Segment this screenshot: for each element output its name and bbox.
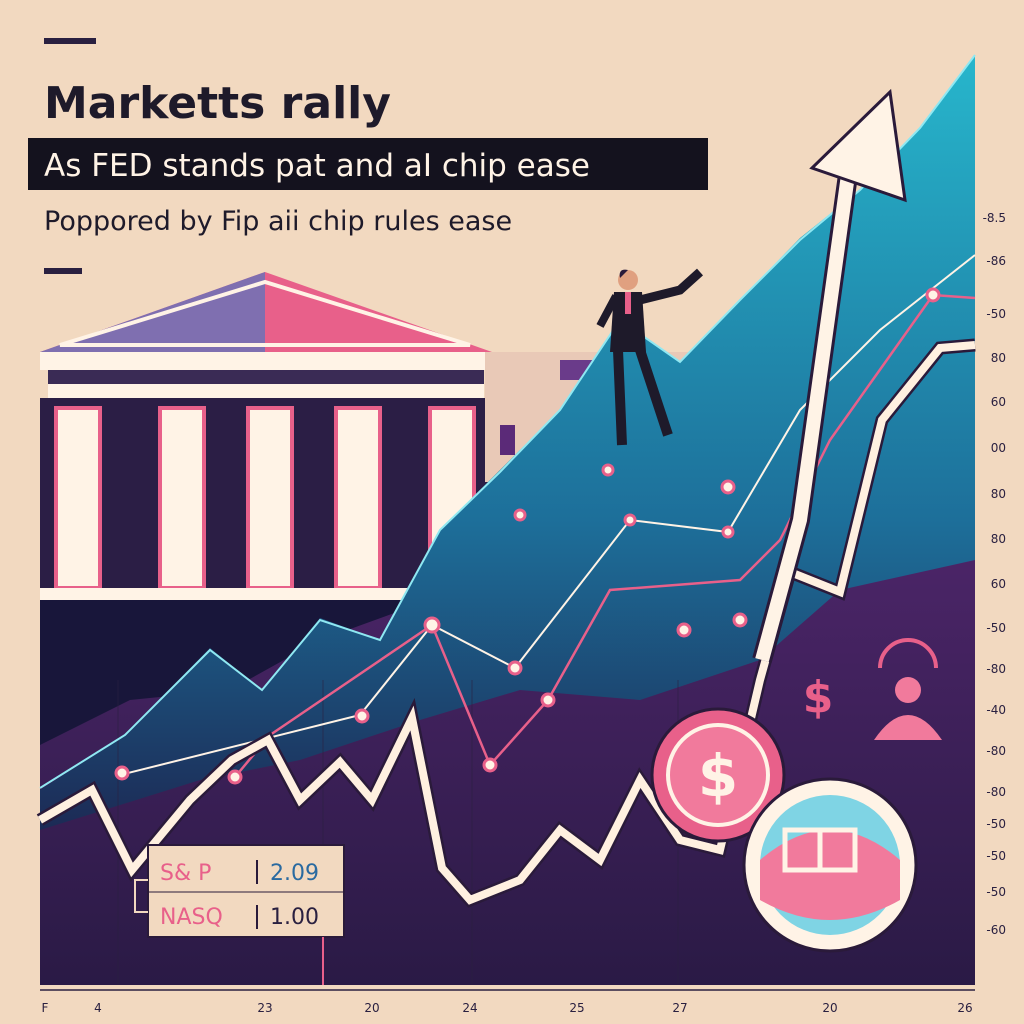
- right-axis-label: -60: [986, 923, 1006, 937]
- bottom-axis-label: 23: [257, 1001, 272, 1015]
- right-axis-label: -50: [986, 849, 1006, 863]
- right-axis-label: -8.5: [983, 211, 1006, 225]
- kicker-bar: [44, 268, 82, 274]
- bottom-axis-label: 20: [822, 1001, 837, 1015]
- right-axis-label: -86: [986, 254, 1006, 268]
- right-axis-label: 80: [991, 487, 1006, 501]
- trend-arrow: [752, 88, 907, 663]
- subtitle: As FED stands pat and aI chip ease: [44, 148, 590, 184]
- coin-symbol: $: [698, 742, 738, 810]
- globe: [742, 777, 918, 953]
- right-axis-label: 60: [991, 577, 1006, 591]
- right-axis-label: -40: [986, 703, 1006, 717]
- bottom-axis-label: 26: [957, 1001, 972, 1015]
- pink-points: [114, 287, 941, 785]
- right-axis-label: -50: [986, 307, 1006, 321]
- ticker-value: 2.09: [270, 861, 319, 886]
- right-axis-label: -80: [986, 744, 1006, 758]
- ticker-box: [134, 844, 345, 985]
- right-axis-label: 80: [991, 532, 1006, 546]
- ticker-name: NASQ: [160, 905, 223, 930]
- right-axis-label: 80: [991, 351, 1006, 365]
- bottom-axis-label: 27: [672, 1001, 687, 1015]
- kicker-bar: [44, 38, 96, 44]
- right-axis-label: -50: [986, 621, 1006, 635]
- bottom-axis-label: 20: [364, 1001, 379, 1015]
- tagline: Poppored by Fip aii chip rules ease: [44, 206, 512, 237]
- right-axis-label: -80: [986, 662, 1006, 676]
- teal-line: [39, 54, 976, 789]
- bottom-axis-label: 4: [94, 1001, 102, 1015]
- right-axis-label: -80: [986, 785, 1006, 799]
- headline: Marketts rally: [44, 78, 391, 129]
- subtitle-band: [28, 138, 708, 190]
- bottom-axis-label: F: [42, 1001, 49, 1015]
- right-axis-label: -50: [986, 817, 1006, 831]
- ticker-value: 1.00: [270, 905, 319, 930]
- dollar-icon: $: [803, 672, 834, 723]
- right-axis-label: 60: [991, 395, 1006, 409]
- axis-labels: -8.5 -86 -50 80 60 00 80 80 60 -50 -80 -40 -80 -80 -50…: [42, 211, 1006, 1015]
- right-axis-label: 00: [991, 441, 1006, 455]
- teal-area: [40, 55, 975, 830]
- bottom-axis-label: 25: [569, 1001, 584, 1015]
- coin: [650, 707, 786, 843]
- person-icon: [874, 638, 942, 740]
- zigzag-line: [38, 341, 976, 905]
- pink-line: [234, 293, 976, 778]
- ticker-name: S& P: [160, 861, 211, 886]
- businessman: [596, 268, 704, 446]
- right-axis-label: -50: [986, 885, 1006, 899]
- bottom-axis-label: 24: [462, 1001, 477, 1015]
